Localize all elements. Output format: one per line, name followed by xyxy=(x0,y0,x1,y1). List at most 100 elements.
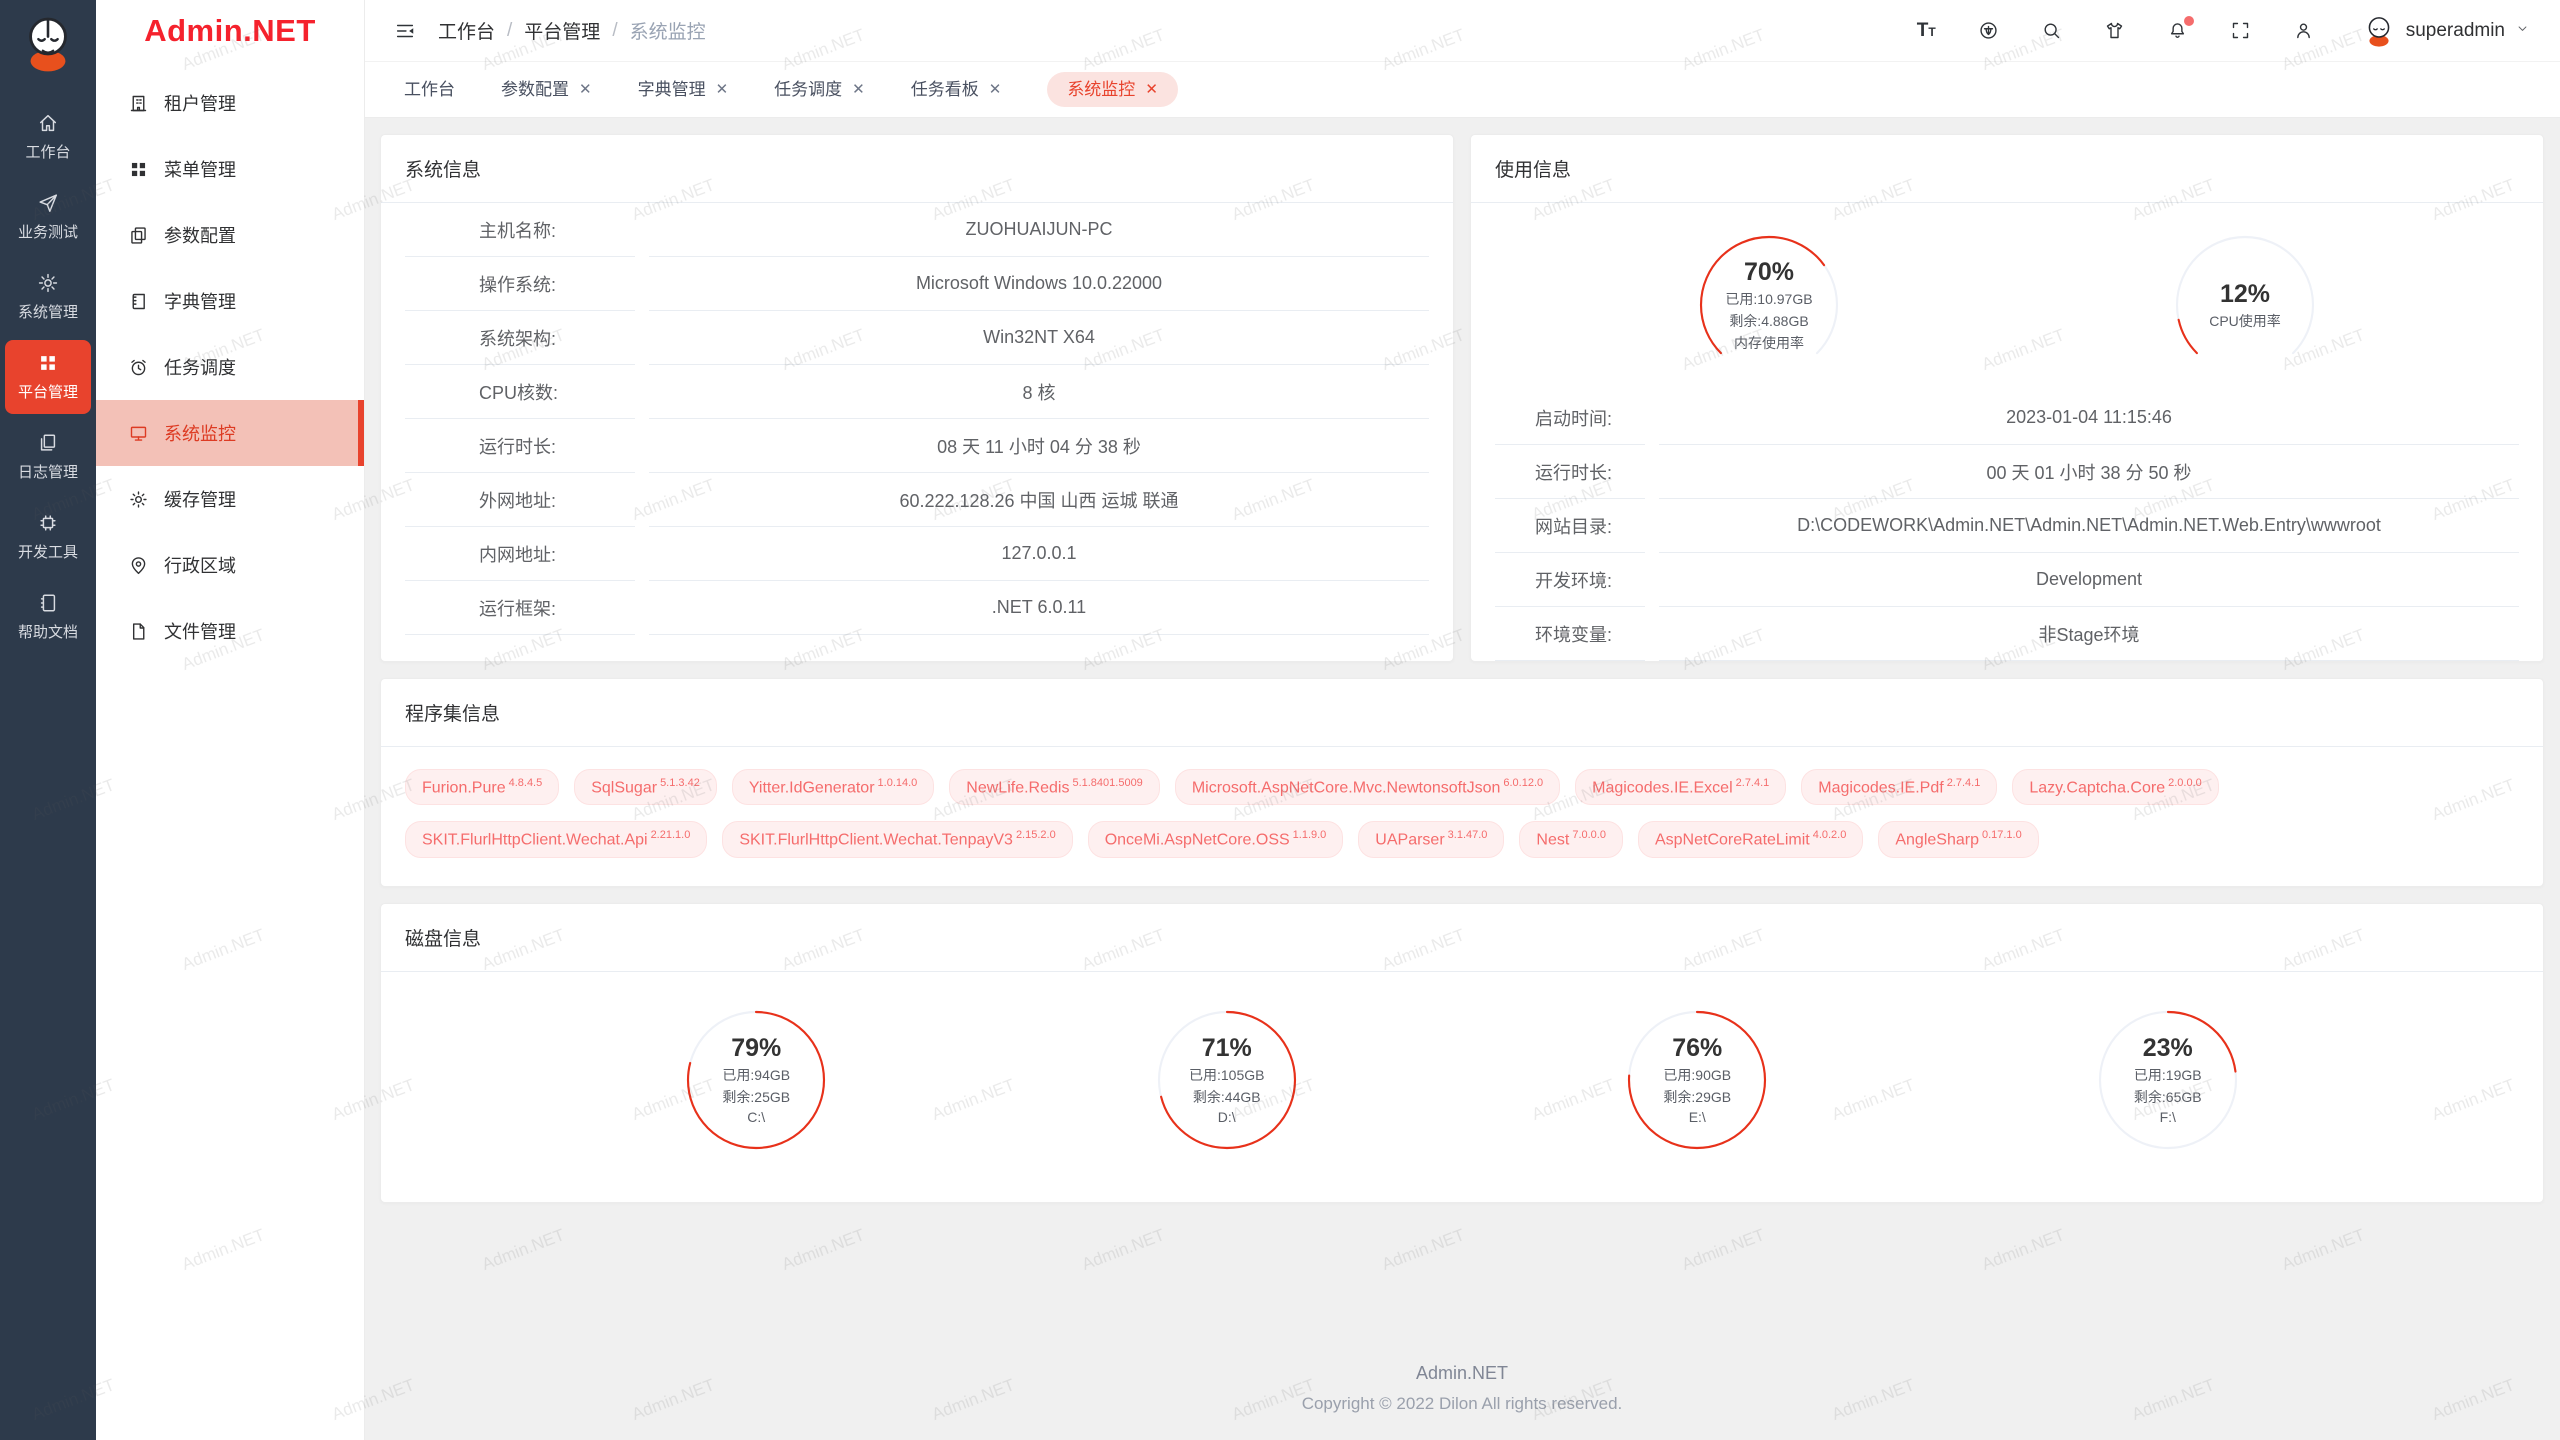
sidebar-item-tenant[interactable]: 租户管理 xyxy=(96,70,364,136)
top-card-row: 系统信息 主机名称: ZUOHUAIJUN-PC 操作系统: Microsoft… xyxy=(380,134,2544,662)
rail-item-help-docs[interactable]: 帮助文档 xyxy=(5,580,91,654)
usage-info-table: 启动时间: 2023-01-04 11:15:46 运行时长: 00 天 01 … xyxy=(1471,391,2543,661)
rail-item-platform-mgmt[interactable]: 平台管理 xyxy=(5,340,91,414)
assemblies-tags: Furion.Pure 4.8.4.5 SqlSugar 5.1.3.42 Yitter… xyxy=(381,747,2543,886)
gauge-percent: 23% xyxy=(2142,1034,2193,1063)
assembly-version: 5.1.3.42 xyxy=(660,777,700,789)
profile-button[interactable] xyxy=(2293,20,2314,41)
sidebar-item-menu[interactable]: 菜单管理 xyxy=(96,136,364,202)
rail-item-dev-tools[interactable]: 开发工具 xyxy=(5,500,91,574)
sidebar-item-region[interactable]: 行政区域 xyxy=(96,532,364,598)
rail-item-workbench[interactable]: 工作台 xyxy=(5,100,91,174)
system-info-table: 主机名称: ZUOHUAIJUN-PC 操作系统: Microsoft Wind… xyxy=(381,203,1453,635)
gauge-line: C:\ xyxy=(747,1109,766,1126)
assembly-version: 5.1.8401.5009 xyxy=(1072,777,1143,789)
search-button[interactable] xyxy=(2041,20,2062,41)
info-label: 操作系统: xyxy=(405,257,635,311)
tab-工作台[interactable]: 工作台 xyxy=(404,72,455,107)
info-row: 环境变量: 非Stage环境 xyxy=(1495,607,2519,661)
close-icon[interactable]: ✕ xyxy=(988,81,1002,98)
breadcrumb-item[interactable]: 平台管理 xyxy=(524,22,601,43)
topbar: 工作台 / 平台管理 / 系统监控 TT superadmin xyxy=(364,0,2560,62)
gauge-percent: 70% xyxy=(1743,257,1795,286)
gauge-line: 内存使用率 xyxy=(1734,334,1804,351)
rail-item-system-mgmt[interactable]: 系统管理 xyxy=(5,260,91,334)
disk-rings: 79% 已用:94GB 剩余:25GB C:\ 71% 已用:105GB 剩余:44G… xyxy=(381,972,2543,1202)
gauge-line: 剩余:25GB xyxy=(722,1089,791,1106)
assembly-tag: Magicodes.IE.Pdf 2.7.4.1 xyxy=(1801,769,1998,806)
grid-icon xyxy=(128,159,149,180)
gauge-line: 剩余:44GB xyxy=(1192,1089,1261,1106)
disk-f-gauge-text: 23% 已用:19GB 剩余:65GB F:\ xyxy=(2088,1000,2248,1160)
tab-系统监控[interactable]: 系统监控 ✕ xyxy=(1047,72,1178,107)
sidebar-item-dict[interactable]: 字典管理 xyxy=(96,268,364,334)
language-button[interactable] xyxy=(1978,20,1999,41)
assembly-version: 0.17.1.0 xyxy=(1981,829,2022,842)
fullscreen-icon xyxy=(2230,20,2251,41)
assembly-tag: Nest 7.0.0.0 xyxy=(1519,821,1623,858)
info-row: 主机名称: ZUOHUAIJUN-PC xyxy=(405,203,1429,257)
rail-item-business-test[interactable]: 业务测试 xyxy=(5,180,91,254)
breadcrumb-separator: / xyxy=(612,19,618,41)
disk-c-gauge: 79% 已用:94GB 剩余:25GB C:\ xyxy=(676,1000,836,1160)
info-label: 运行时长: xyxy=(1495,445,1645,499)
icon-rail: 工作台 业务测试 系统管理 平台管理 日志管理 开发工具 帮助文档 xyxy=(0,0,96,1440)
gauge-line: 剩余:4.88GB xyxy=(1729,312,1809,329)
fullscreen-button[interactable] xyxy=(2230,20,2251,41)
info-row: 外网地址: 60.222.128.26 中国 山西 运城 联通 xyxy=(405,473,1429,527)
rail-item-log-mgmt[interactable]: 日志管理 xyxy=(5,420,91,494)
assembly-tag: OnceMi.AspNetCore.OSS 1.1.9.0 xyxy=(1087,821,1344,858)
info-label: 系统架构: xyxy=(405,311,635,365)
assembly-tag: Yitter.IdGenerator 1.0.14.0 xyxy=(731,769,935,806)
info-row: 运行时长: 08 天 11 小时 04 分 38 秒 xyxy=(405,419,1429,473)
chevron-down-icon xyxy=(2515,21,2530,41)
theme-button[interactable] xyxy=(2104,20,2125,41)
assembly-tag: Microsoft.AspNetCore.Mvc.NewtonsoftJson 6… xyxy=(1174,769,1561,806)
tab-字典管理[interactable]: 字典管理 ✕ xyxy=(638,72,729,107)
sidebar-item-task[interactable]: 任务调度 xyxy=(96,334,364,400)
sidebar-item-monitor[interactable]: 系统监控 xyxy=(96,400,364,466)
disk-d-gauge-text: 71% 已用:105GB 剩余:44GB D:\ xyxy=(1147,1000,1307,1160)
sidebar-item-cache[interactable]: 缓存管理 xyxy=(96,466,364,532)
assembly-version: 2.21.1.0 xyxy=(650,829,691,842)
close-icon[interactable]: ✕ xyxy=(852,81,865,98)
tab-参数配置[interactable]: 参数配置 ✕ xyxy=(501,72,592,107)
close-icon[interactable]: ✕ xyxy=(715,81,729,98)
sidebar-item-file[interactable]: 文件管理 xyxy=(96,598,364,664)
system-info-card: 系统信息 主机名称: ZUOHUAIJUN-PC 操作系统: Microsoft… xyxy=(380,134,1454,662)
assembly-version: 6.0.12.0 xyxy=(1503,777,1544,789)
assembly-tag: SKIT.FlurlHttpClient.Wechat.TenpayV3 2.15… xyxy=(722,821,1073,858)
breadcrumb-item[interactable]: 工作台 xyxy=(438,22,496,43)
disk-e-gauge: 76% 已用:90GB 剩余:29GB E:\ xyxy=(1617,1000,1777,1160)
close-icon[interactable]: ✕ xyxy=(1145,81,1158,98)
info-value: 60.222.128.26 中国 山西 运城 联通 xyxy=(649,473,1429,527)
info-row: 运行框架: .NET 6.0.11 xyxy=(405,581,1429,635)
tab-任务调度[interactable]: 任务调度 ✕ xyxy=(774,72,865,107)
collapse-sidebar-icon[interactable] xyxy=(394,20,416,42)
tab-label: 参数配置 xyxy=(501,80,569,99)
usage-info-title: 使用信息 xyxy=(1471,135,2543,203)
close-icon[interactable]: ✕ xyxy=(579,81,592,98)
info-label: 启动时间: xyxy=(1495,391,1645,445)
alarm-icon xyxy=(128,357,149,378)
notification-button[interactable] xyxy=(2167,16,2194,41)
gear-icon xyxy=(37,272,59,294)
sidebar-item-param[interactable]: 参数配置 xyxy=(96,202,364,268)
tab-任务看板[interactable]: 任务看板 ✕ xyxy=(911,72,1002,107)
info-label: 运行时长: xyxy=(405,419,635,473)
chip-icon xyxy=(37,512,59,534)
cpu-gauge: 12% CPU使用率 xyxy=(2165,225,2325,385)
user-menu[interactable]: superadmin xyxy=(2362,14,2530,48)
send-icon xyxy=(37,192,59,214)
font-size-button[interactable]: TT xyxy=(1916,20,1936,41)
monitor-icon xyxy=(128,423,149,444)
memory-gauge: 70% 已用:10.97GB 剩余:4.88GB 内存使用率 xyxy=(1689,225,1849,385)
mascot-logo[interactable] xyxy=(17,12,79,74)
sidebar-item-label: 菜单管理 xyxy=(164,160,236,180)
page-content: 系统信息 主机名称: ZUOHUAIJUN-PC 操作系统: Microsoft… xyxy=(364,118,2560,1440)
tab-label: 工作台 xyxy=(404,80,455,99)
assembly-tag: Lazy.Captcha.Core 2.0.0.0 xyxy=(2012,769,2219,806)
notebook-icon xyxy=(128,291,149,312)
info-value: .NET 6.0.11 xyxy=(649,581,1429,635)
memory-gauge-text: 70% 已用:10.97GB 剩余:4.88GB 内存使用率 xyxy=(1689,225,1849,385)
